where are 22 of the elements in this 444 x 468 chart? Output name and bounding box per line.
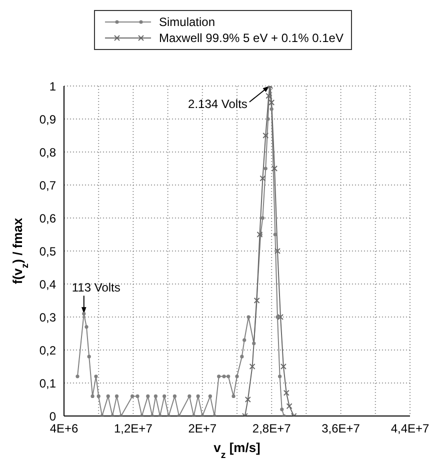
legend-label: Maxwell 99.9% 5 eV + 0.1% 0.1eV [159,31,344,45]
y-tick-label: 0 [49,409,56,424]
x-tick-label: 4E+6 [50,422,79,436]
y-tick-label: 0,4 [39,277,56,292]
y-tick-label: 0,8 [39,145,56,160]
x-tick-label: 3,6E+7 [322,422,360,436]
annotation: 2.134 Volts [188,97,248,111]
x-tick-label: 2E+7 [188,422,217,436]
legend-label: Simulation [159,15,216,29]
y-tick-label: 0,3 [39,310,56,324]
y-tick-label: 0,9 [39,112,56,126]
x-axis-title: v$_{z}$ [m/s] [214,440,260,460]
y-tick-label: 1 [49,79,56,94]
y-tick-label: 0,6 [39,211,56,226]
annotation: 113 Volts [72,280,120,295]
x-tick-label: 2,8E+7 [252,422,292,436]
x-tick-label: 1,2E+7 [114,422,153,436]
y-tick-label: 0,1 [39,376,56,390]
y-tick-label: 0,5 [39,244,56,258]
y-tick-label: 0,2 [39,343,56,358]
y-tick-label: 0,7 [39,178,56,192]
x-tick-label: 4,4E+7 [390,422,430,436]
